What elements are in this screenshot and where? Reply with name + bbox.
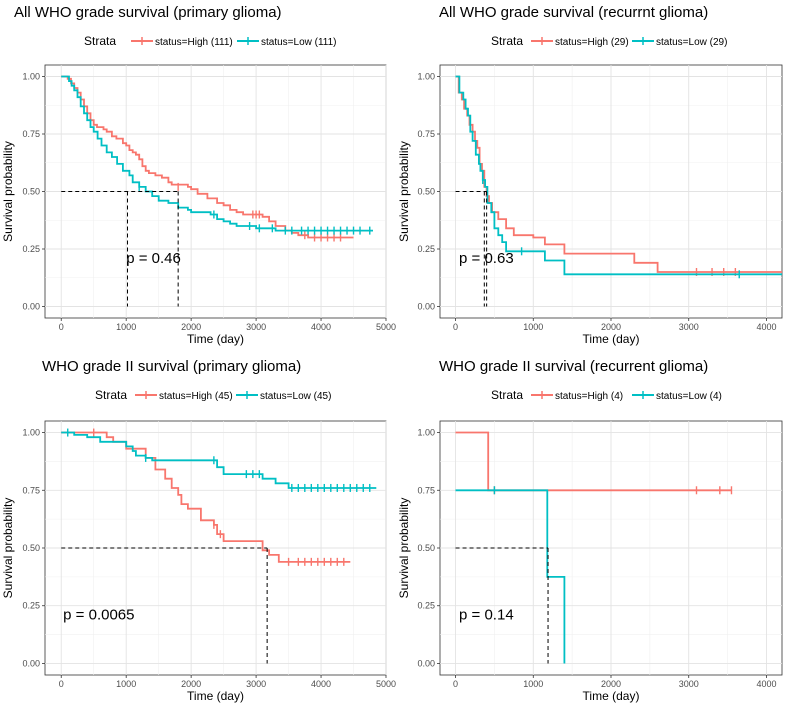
- y-tick-label: 0.50: [22, 187, 40, 197]
- legend-label-low: status=Low (111): [261, 37, 337, 48]
- x-tick-label: 5000: [376, 322, 396, 332]
- legend-item-high: status=High (111): [131, 37, 233, 48]
- legend: Strata status=High (29) status=Low (29): [491, 34, 727, 48]
- x-tick-label: 3000: [679, 679, 699, 689]
- x-axis-label: Time (day): [583, 332, 640, 346]
- legend-label-low: status=Low (29): [656, 37, 727, 48]
- y-axis-label: Survival probability: [1, 141, 15, 242]
- survival-curve-low: [455, 75, 782, 276]
- x-tick-label: 3000: [246, 322, 266, 332]
- x-tick-label: 2000: [601, 679, 621, 689]
- x-tick-label: 1000: [523, 679, 543, 689]
- y-tick-label: 0.00: [22, 302, 40, 312]
- panel-grade2-primary: WHO grade II survival (primary glioma) S…: [1, 358, 396, 703]
- legend-label-low: status=Low (4): [656, 391, 722, 402]
- survival-curve-high: [61, 431, 351, 563]
- y-tick-label: 0.25: [417, 244, 435, 254]
- x-tick-label: 5000: [376, 679, 396, 689]
- panel-title: WHO grade II survival (recurrent glioma): [439, 358, 708, 375]
- x-tick-label: 4000: [756, 679, 776, 689]
- y-tick-label: 0.25: [22, 244, 40, 254]
- x-axis-label: Time (day): [187, 689, 244, 703]
- x-tick-label: 1000: [116, 679, 136, 689]
- legend: Strata status=High (4) status=Low (4): [491, 388, 722, 402]
- p-value-label: p = 0.46: [126, 250, 181, 267]
- y-tick-label: 0.25: [22, 601, 40, 611]
- legend-label-high: status=High (29): [555, 37, 629, 48]
- survival-curve-low: [455, 489, 566, 664]
- y-tick-label: 0.50: [22, 543, 40, 553]
- x-tick-label: 0: [59, 679, 64, 689]
- legend-item-low: status=Low (111): [237, 37, 337, 48]
- legend-label-high: status=High (111): [155, 37, 233, 48]
- legend: Strata status=High (45) status=Low (45): [95, 388, 331, 402]
- x-tick-label: 0: [453, 322, 458, 332]
- y-tick-label: 0.50: [417, 187, 435, 197]
- x-tick-label: 3000: [246, 679, 266, 689]
- legend-label-high: status=High (45): [159, 391, 233, 402]
- p-value-label: p = 0.14: [459, 607, 514, 624]
- legend-item-low: status=Low (45): [236, 391, 331, 402]
- y-tick-label: 0.00: [417, 658, 435, 668]
- p-value-label: p = 0.63: [459, 250, 514, 267]
- plot-area: 0 1000 2000 3000 4000 5000 0.00 0.25 0.50 0.75 1.0…: [22, 64, 396, 332]
- y-axis-label: Survival probability: [1, 498, 15, 599]
- x-axis-label: Time (day): [187, 332, 244, 346]
- plot-area: 0 1000 2000 3000 4000 5000 0.00 0.25 0.50 0.75 1.0…: [22, 420, 396, 689]
- panel-title: All WHO grade survival (primary glioma): [14, 4, 282, 21]
- panel-grade2-recurrent: WHO grade II survival (recurrent glioma)…: [397, 358, 783, 703]
- y-tick-label: 1.00: [417, 428, 435, 438]
- plot-area: 0 1000 2000 3000 4000 0.00 0.25 0.50 0.75 1.00 p =…: [417, 420, 783, 689]
- y-tick-label: 0.75: [22, 129, 40, 139]
- x-tick-label: 0: [59, 322, 64, 332]
- legend-title: Strata: [95, 388, 127, 402]
- y-tick-label: 0.50: [417, 543, 435, 553]
- survival-curve-low: [61, 75, 373, 232]
- y-axis-label: Survival probability: [397, 141, 411, 242]
- x-tick-label: 3000: [679, 322, 699, 332]
- x-tick-label: 2000: [181, 322, 201, 332]
- legend-title: Strata: [84, 34, 116, 48]
- y-tick-label: 1.00: [22, 428, 40, 438]
- panel-all-primary: All WHO grade survival (primary glioma) …: [1, 4, 396, 346]
- y-tick-label: 0.75: [22, 485, 40, 495]
- x-tick-label: 4000: [311, 679, 331, 689]
- x-tick-label: 1000: [116, 322, 136, 332]
- legend-title: Strata: [491, 388, 523, 402]
- legend-item-high: status=High (4): [531, 391, 623, 402]
- x-axis-label: Time (day): [583, 689, 640, 703]
- y-tick-label: 0.75: [417, 129, 435, 139]
- y-tick-label: 0.25: [417, 601, 435, 611]
- plot-area: 0 1000 2000 3000 4000 0.00 0.25 0.50 0.75 1.00 p =…: [417, 64, 783, 332]
- y-tick-label: 1.00: [22, 72, 40, 82]
- p-value-label: p = 0.0065: [63, 607, 134, 624]
- x-tick-label: 4000: [311, 322, 331, 332]
- legend-item-low: status=Low (4): [632, 391, 722, 402]
- legend-item-high: status=High (45): [135, 391, 233, 402]
- y-tick-label: 1.00: [417, 72, 435, 82]
- x-tick-label: 4000: [756, 322, 776, 332]
- legend: Strata status=High (111) status=Low (111…: [84, 34, 337, 48]
- legend-item-high: status=High (29): [531, 37, 629, 48]
- panel-all-recurrent: All WHO grade survival (recurrnt glioma)…: [397, 4, 783, 346]
- x-tick-label: 0: [453, 679, 458, 689]
- legend-title: Strata: [491, 34, 523, 48]
- legend-label-low: status=Low (45): [260, 391, 331, 402]
- survival-curve-high: [455, 431, 732, 492]
- y-tick-label: 0.00: [417, 302, 435, 312]
- panel-title: WHO grade II survival (primary glioma): [42, 358, 301, 375]
- y-axis-label: Survival probability: [397, 498, 411, 599]
- y-tick-label: 0.75: [417, 485, 435, 495]
- x-tick-label: 1000: [523, 322, 543, 332]
- x-tick-label: 2000: [181, 679, 201, 689]
- panel-title: All WHO grade survival (recurrnt glioma): [439, 4, 708, 21]
- y-tick-label: 0.00: [22, 658, 40, 668]
- legend-label-high: status=High (4): [555, 391, 623, 402]
- x-tick-label: 2000: [601, 322, 621, 332]
- legend-item-low: status=Low (29): [632, 37, 727, 48]
